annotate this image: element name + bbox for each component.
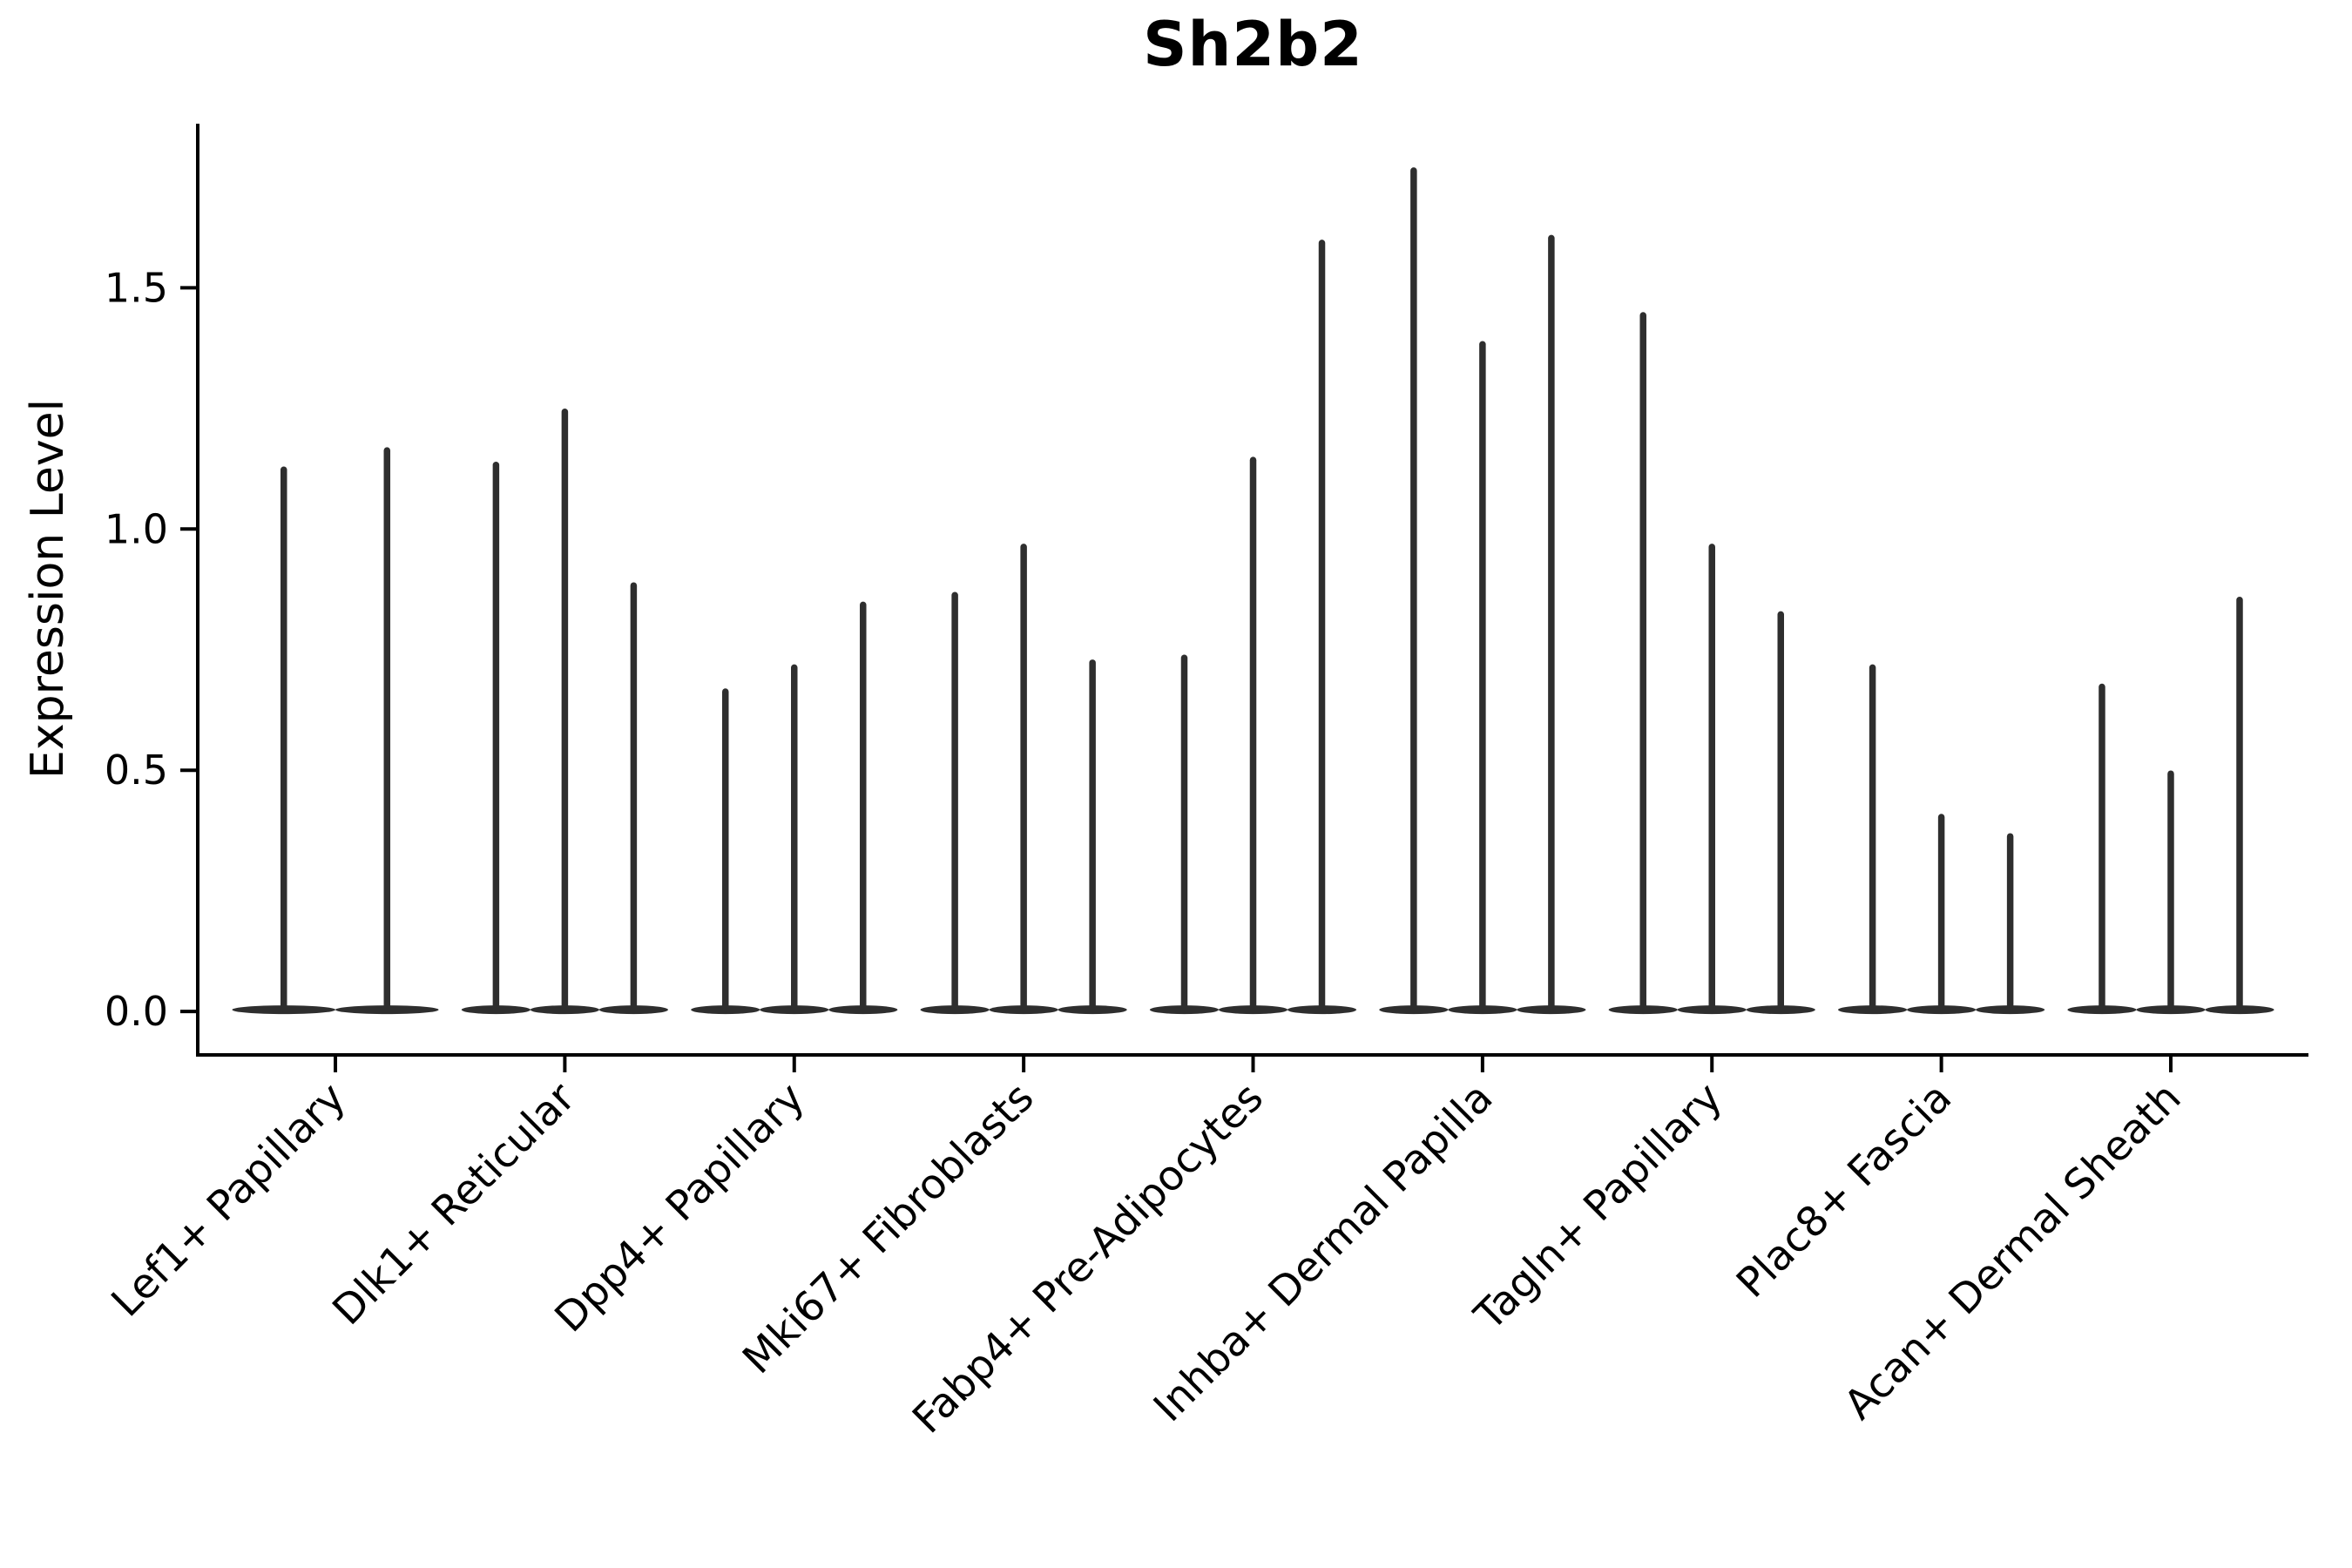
x-tick-label: Lef1+ Papillary bbox=[103, 1074, 355, 1327]
y-tick-label: 1.5 bbox=[105, 264, 168, 311]
x-tick-label: Plac8+ Fascia bbox=[1727, 1074, 1961, 1308]
x-tick-label: Dlk1+ Reticular bbox=[323, 1073, 585, 1335]
y-axis-ticks: 0.0 0.5 1.0 1.5 bbox=[105, 264, 198, 1035]
y-tick-label: 0.5 bbox=[105, 747, 168, 794]
chart-title: Sh2b2 bbox=[1143, 9, 1363, 80]
y-tick-label: 0.0 bbox=[105, 988, 168, 1035]
x-tick-label: Tagln+ Papillary bbox=[1465, 1074, 1732, 1341]
x-tick-label: Dpp4+ Papillary bbox=[546, 1074, 814, 1342]
y-tick-label: 1.0 bbox=[105, 505, 168, 552]
violin-series bbox=[232, 167, 2274, 1015]
